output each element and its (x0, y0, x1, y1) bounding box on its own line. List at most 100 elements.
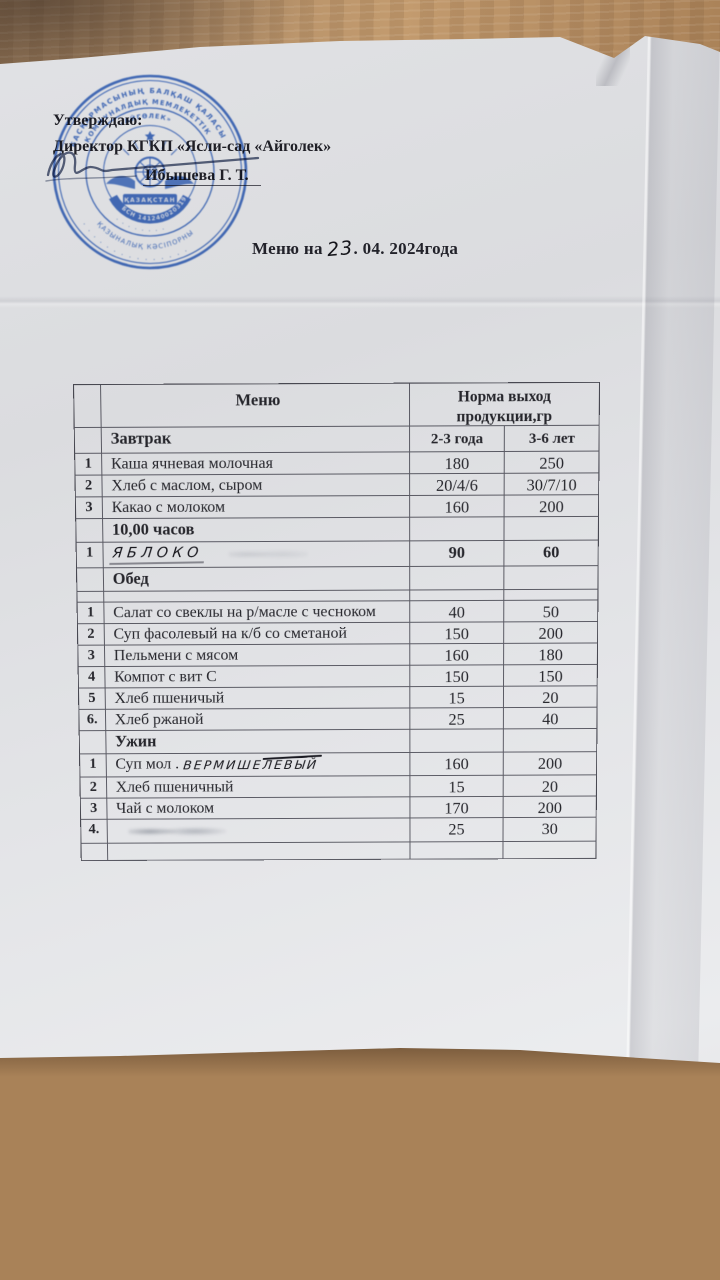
row-number-cell (77, 591, 105, 602)
kazakhstan-emblem-icon (106, 131, 194, 205)
table-row: 2 Хлеб с маслом, сыром 20/4/6 30/7/10 (74, 473, 600, 498)
row-number-cell: 1 (76, 542, 104, 568)
row-number-cell: 1 (75, 453, 103, 475)
meal-section-label: Завтрак (110, 428, 172, 448)
dish-name-cell: ЯБЛОКО (103, 541, 410, 568)
portion-2-3-cell: 20/4/6 (409, 473, 506, 495)
portion-2-3-cell: 180 (409, 451, 506, 474)
portion-2-3-cell: 2-3 года (409, 426, 506, 452)
dish-name-cell: Хлеб пшеничый (105, 687, 411, 709)
dish-name-cell (104, 590, 410, 602)
horizontal-crease (0, 296, 720, 308)
portion-2-3-cell: 40 (409, 600, 505, 622)
row-number-cell: 1 (80, 754, 107, 777)
dish-name-cell: Хлеб с маслом, сыром (102, 474, 410, 497)
director-line: Директор КГКП «Ясли-сад «Айголек» (53, 138, 332, 155)
portion-2-3-cell: 160 (409, 495, 505, 517)
row-number-cell (74, 385, 102, 428)
wooden-desk-bottom (0, 1035, 720, 1280)
portion-2-3-cell: 150 (409, 622, 505, 644)
dish-name-cell (107, 818, 411, 843)
handwritten-day: 23 (326, 236, 355, 262)
portion-3-6-cell: 180 (538, 645, 563, 665)
portion-3-6-cell: 20 (542, 688, 559, 707)
row-number-cell (81, 843, 109, 861)
dish-name-cell: Какао с молоком (102, 495, 410, 519)
portion-2-3-cell: 15 (410, 686, 505, 708)
portion-3-6-cell: 20 (541, 777, 559, 796)
dish-name-cell: Суп фасолевый на к/б со сметаной (104, 622, 411, 645)
table-row: 1 Суп мол . ВЕРМИШЕЛЕВЫЙ 160 200 (79, 752, 598, 778)
portion-2-3-cell: 25 (410, 708, 505, 729)
portion-2-3-cell: 170 (410, 796, 504, 818)
table-row: Ужин (78, 728, 598, 755)
handwritten-dish-name: ЯБЛОКО (111, 545, 204, 562)
table-row: 1 ЯБЛОКО 90 60 (75, 540, 599, 569)
table-row: 5 Хлеб пшеничый 15 20 (77, 686, 598, 710)
row-number-cell: 3 (80, 798, 108, 819)
row-number-cell: 3 (78, 645, 106, 667)
dish-name-cell: Хлеб ржаной (105, 708, 411, 731)
norm-column-header: Норма выход продукции,гр (456, 388, 553, 426)
handwritten-dish-name: ВЕРМИШЕЛЕВЫЙ (182, 757, 319, 773)
row-number-cell: 5 (78, 688, 106, 709)
portion-3-6-cell: 200 (537, 754, 563, 773)
table-row: 3 Пельмени с мясом 160 180 (77, 643, 599, 668)
stamp-id-band (109, 194, 191, 224)
portion-3-6-cell: 200 (537, 798, 563, 817)
portion-3-6-cell: 50 (542, 602, 560, 622)
stamp-rings (52, 74, 248, 270)
table-row: 10,00 часов (75, 516, 599, 543)
dish-name-cell: Пельмени с мясом (104, 644, 411, 667)
vertical-fold-crease (626, 36, 720, 1063)
portion-3-6-cell: 3-6 лет (528, 430, 575, 447)
table-row: 6. Хлеб ржаной 25 40 (78, 707, 598, 732)
dish-name-cell: Суп мол . ВЕРМИШЕЛЕВЫЙ (106, 752, 411, 777)
table-row: 2 Хлеб пшеничный 15 20 (79, 775, 598, 799)
row-number-cell: 6. (79, 709, 107, 731)
table-row: 4 Компот с вит С 150 150 (77, 664, 598, 689)
row-number-cell: 2 (77, 624, 105, 645)
erased-text-smudge (128, 825, 227, 837)
meal-section-label: Ужин (115, 731, 157, 751)
portion-2-3-cell: 160 (410, 752, 505, 776)
portion-2-3-cell: 15 (410, 775, 505, 797)
portion-2-3-cell: 160 (410, 643, 505, 665)
title-suffix: . 04. 2024года (353, 239, 459, 258)
row-number-cell: 4 (78, 667, 106, 688)
table-row: 3 Какао с молоком 160 200 (74, 495, 600, 520)
dish-name-cell: Компот с вит С (105, 665, 411, 688)
menu-date-title: Меню на 23. 04. 2024года (252, 236, 459, 262)
portion-3-6-cell (505, 517, 598, 540)
portion-2-3-cell (409, 517, 505, 541)
table-row: Обед (76, 566, 599, 592)
portion-2-3-cell: 90 (409, 540, 505, 566)
portion-3-6-cell: 30 (541, 819, 558, 839)
row-number-cell (76, 519, 104, 542)
portion-3-6-cell (505, 590, 598, 600)
row-number-cell: 4. (81, 819, 108, 843)
row-number-cell: 2 (75, 475, 103, 497)
meal-section-label: 10,00 часов (111, 519, 195, 539)
row-number-cell: 3 (75, 497, 103, 519)
dish-name-cell (107, 842, 411, 860)
portion-3-6-cell (505, 566, 598, 589)
portion-3-6-cell: 30/7/10 (526, 475, 577, 495)
row-number-cell (77, 568, 105, 591)
menu-table: Меню Норма выход продукции,гр Завтрак 2-3 г… (73, 381, 601, 862)
approval-heading: Утверждаю: (53, 112, 143, 129)
table-row: Завтрак 2-3 года 3-6 лет (73, 425, 600, 454)
title-prefix: Меню на (252, 239, 328, 258)
portion-3-6-cell (504, 842, 596, 859)
menu-column-header: Меню (100, 383, 410, 427)
portion-2-3-cell (409, 590, 505, 601)
portion-3-6-cell (504, 729, 596, 752)
table-row: 1 Салат со свеклы на р/масле с чесноком 40… (76, 600, 599, 625)
meal-section-label: Обед (112, 569, 149, 588)
dish-name-cell: Салат со свеклы на р/масле с чесноком (104, 601, 410, 624)
dish-name-cell: Ужин (106, 729, 411, 754)
table-row (80, 841, 597, 862)
portion-3-6-cell: 200 (539, 497, 564, 517)
